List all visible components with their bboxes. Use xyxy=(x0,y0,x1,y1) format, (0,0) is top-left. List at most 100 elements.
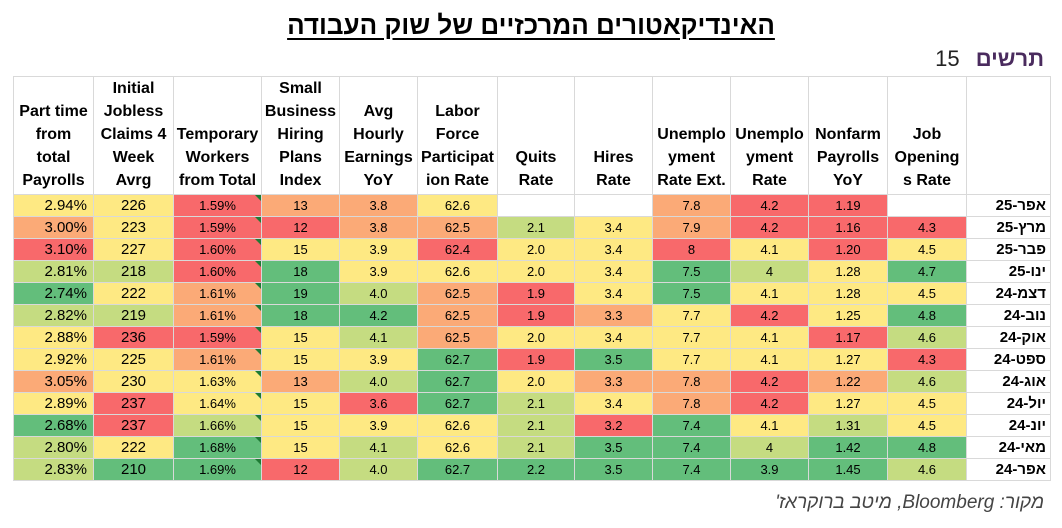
cell-value: 1.63% xyxy=(199,374,236,389)
cell-value: 62.4 xyxy=(444,242,471,257)
cell-value: 4.0 xyxy=(369,286,388,301)
cell-value: 3.9 xyxy=(369,242,388,257)
table-cell-hires: 3.3 xyxy=(574,370,653,393)
cell-value: 4.1 xyxy=(760,418,779,433)
column-header-line: Rate Ext. xyxy=(657,172,726,189)
table-cell-hires: 3.4 xyxy=(574,216,653,239)
table-cell-job-openings: 4.5 xyxy=(887,238,967,261)
cell-value: 4.8 xyxy=(917,308,937,323)
table-cell-unemp-ext: 7.4 xyxy=(652,436,731,459)
table-cell-hires: 3.4 xyxy=(574,238,653,261)
table-cell-small-business: 15 xyxy=(261,348,340,371)
table-row: 3.10% 227 1.60% 15 3.9 62.4 2.0 3.4 8 4.1 1.20 4.5 פ… xyxy=(13,238,1051,261)
cell-value: 4.5 xyxy=(917,286,937,301)
table-cell-job-openings: 4.6 xyxy=(887,458,967,481)
cell-value: 1.9 xyxy=(526,352,546,367)
table-cell-quits: 1.9 xyxy=(497,282,575,305)
table-cell-quits: 2.0 xyxy=(497,370,575,393)
table-cell-jobless-claims: 236 xyxy=(93,326,174,349)
cell-value: 1.59% xyxy=(199,198,236,213)
table-cell-unemp: 4.1 xyxy=(730,282,809,305)
column-header-job-openings: Job Opening s Rate xyxy=(887,76,967,195)
cell-value: 7.7 xyxy=(682,330,701,345)
row-label: ינו-25 xyxy=(966,260,1051,283)
cell-value: 4.1 xyxy=(369,330,388,345)
cell-value: 4.1 xyxy=(760,286,779,301)
cell-value: 3.00% xyxy=(44,219,87,236)
cell-value: 7.4 xyxy=(682,440,701,455)
table-cell-temp-workers: 1.61% xyxy=(173,304,262,327)
table-row: 2.92% 225 1.61% 15 3.9 62.7 1.9 3.5 7.7 4.1 1.27 4.… xyxy=(13,348,1051,371)
table-cell-unemp-ext: 7.8 xyxy=(652,392,731,415)
table-cell-quits: 2.1 xyxy=(497,414,575,437)
column-header-line: Opening xyxy=(894,149,960,166)
table-cell-quits: 2.1 xyxy=(497,392,575,415)
cell-value: 7.9 xyxy=(682,220,701,235)
cell-note-marker xyxy=(255,349,261,355)
cell-value: 4.6 xyxy=(917,374,937,389)
table-cell-quits: 2.2 xyxy=(497,458,575,481)
table-cell-job-openings: 4.5 xyxy=(887,414,967,437)
column-header-line: from Total xyxy=(178,172,257,189)
cell-value: 62.5 xyxy=(444,308,471,323)
column-header-line: Quits xyxy=(515,149,557,166)
column-header-hourly-earnings: Avg Hourly Earnings YoY xyxy=(339,76,418,195)
table-cell-small-business: 15 xyxy=(261,436,340,459)
table-cell-job-openings: 4.7 xyxy=(887,260,967,283)
indicators-table: Part time from total Payrolls Initial Jobless… xyxy=(13,76,1051,481)
table-cell-part-time: 2.80% xyxy=(13,436,94,459)
cell-value: 18 xyxy=(293,308,308,323)
table-cell-hourly-earnings: 3.9 xyxy=(339,238,418,261)
cell-value: 3.9 xyxy=(369,418,388,433)
table-cell-hourly-earnings: 3.9 xyxy=(339,414,418,437)
row-label: יונ-24 xyxy=(966,414,1051,437)
cell-value: 1.28 xyxy=(835,286,861,301)
column-header-line: s Rate xyxy=(902,172,952,189)
table-cell-participation: 62.6 xyxy=(417,414,498,437)
cell-note-marker xyxy=(255,261,261,267)
cell-note-marker xyxy=(255,217,261,223)
table-cell-hourly-earnings: 4.1 xyxy=(339,326,418,349)
cell-note-marker xyxy=(255,415,261,421)
cell-value: 218 xyxy=(120,263,147,280)
table-cell-quits xyxy=(497,194,575,217)
cell-value: 1.42 xyxy=(835,440,861,455)
table-cell-quits: 1.9 xyxy=(497,304,575,327)
cell-value: 15 xyxy=(293,242,308,257)
table-cell-unemp-ext: 7.7 xyxy=(652,304,731,327)
table-cell-participation: 62.7 xyxy=(417,392,498,415)
cell-value: 223 xyxy=(120,219,147,236)
column-header-line: YoY xyxy=(833,172,863,189)
table-cell-participation: 62.6 xyxy=(417,436,498,459)
cell-value: 4.7 xyxy=(917,264,937,279)
table-row: 3.05% 230 1.63% 13 4.0 62.7 2.0 3.3 7.8 4.2 1.22 4.… xyxy=(13,370,1051,393)
column-header-participation: Labor Force Participat ion Rate xyxy=(417,76,498,195)
cell-value: 1.61% xyxy=(199,352,236,367)
column-header-quits: Quits Rate xyxy=(497,76,575,195)
table-cell-small-business: 15 xyxy=(261,414,340,437)
cell-value: 1.27 xyxy=(835,352,861,367)
table-cell-part-time: 2.94% xyxy=(13,194,94,217)
figure-label: תרשים 15 xyxy=(935,46,1044,72)
column-header-temp-workers: Temporary Workers from Total xyxy=(173,76,262,195)
cell-value: 62.6 xyxy=(444,418,471,433)
cell-value: 15 xyxy=(293,330,308,345)
column-header-line: Job xyxy=(912,126,942,143)
cell-value: 2.82% xyxy=(44,307,87,324)
cell-value: 18 xyxy=(293,264,308,279)
table-cell-part-time: 2.68% xyxy=(13,414,94,437)
column-header-line: Week xyxy=(112,149,155,166)
cell-value: 7.8 xyxy=(682,396,701,411)
cell-value: 4 xyxy=(765,264,774,279)
table-cell-small-business: 12 xyxy=(261,458,340,481)
table-cell-quits: 2.0 xyxy=(497,326,575,349)
table-cell-unemp: 4.1 xyxy=(730,414,809,437)
cell-value: 4.6 xyxy=(917,330,937,345)
table-cell-part-time: 2.92% xyxy=(13,348,94,371)
cell-value: 3.5 xyxy=(604,352,623,367)
column-header-line: Nonfarm xyxy=(815,126,881,143)
cell-value: 62.5 xyxy=(444,286,471,301)
cell-value: 225 xyxy=(120,351,147,368)
column-header-line: Rate xyxy=(518,172,554,189)
table-cell-hourly-earnings: 3.8 xyxy=(339,216,418,239)
